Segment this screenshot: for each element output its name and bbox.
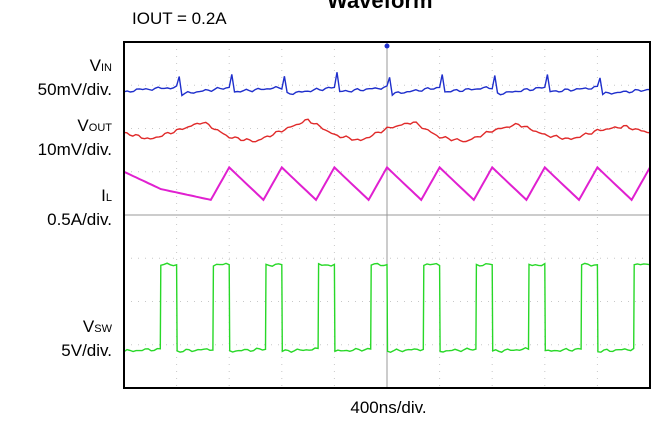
plot-frame [123, 41, 651, 389]
vsw-name: VSW [82, 317, 112, 336]
x-axis-label: 400ns/div. [350, 398, 427, 417]
vout-trace [123, 118, 651, 143]
vout-label: VOUT 10mV/div. [38, 115, 112, 160]
trigger-marker [384, 43, 390, 49]
vsw-label: VSW 5V/div. [61, 316, 112, 361]
il-label: IL 0.5A/div. [47, 185, 112, 230]
il-trace [123, 165, 651, 202]
vout-name: VOUT [77, 116, 112, 135]
il-scale: 0.5A/div. [47, 210, 112, 229]
vin-name: VIN [89, 56, 112, 75]
vsw-trace [123, 262, 651, 354]
traces [123, 72, 651, 354]
test-condition: IOUT = 0.2A [132, 9, 227, 28]
vin-scale: 50mV/div. [37, 80, 112, 99]
vsw-scale: 5V/div. [61, 341, 112, 360]
vin-trace [123, 72, 650, 97]
vin-label: VIN 50mV/div. [38, 55, 112, 100]
vout-scale: 10mV/div. [37, 140, 112, 159]
il-name: IL [101, 186, 112, 205]
chart-title: Waveform [327, 0, 433, 13]
